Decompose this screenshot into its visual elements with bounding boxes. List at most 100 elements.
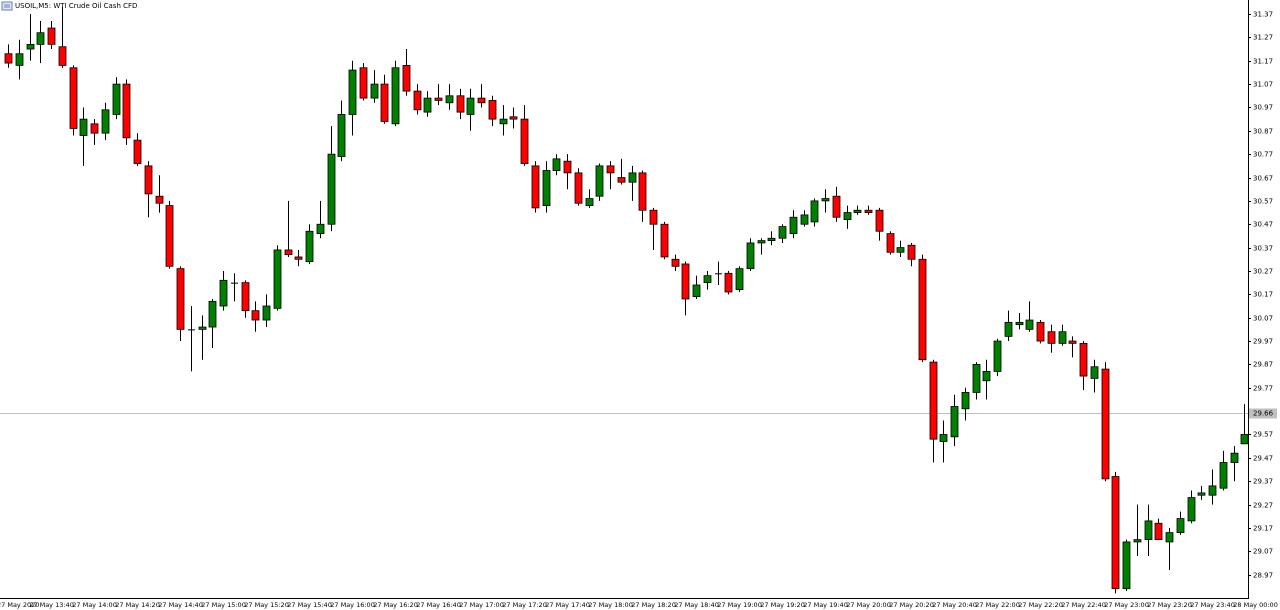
candle-body <box>757 240 766 244</box>
x-tick-label: 27 May 22:00 <box>975 601 1020 609</box>
x-tick-label: 27 May 23:00 <box>1104 601 1149 609</box>
candle-body <box>832 195 841 218</box>
candle-body <box>466 97 475 115</box>
candle-body <box>703 275 712 284</box>
candle-body <box>327 153 336 225</box>
candle-body <box>681 263 690 300</box>
candle <box>1240 404 1249 445</box>
candle <box>251 301 260 332</box>
candle <box>681 261 690 316</box>
candle-body <box>724 272 733 293</box>
candle <box>1111 471 1120 594</box>
y-tick-label: 30.37 <box>1253 245 1273 253</box>
x-tick-label: 27 May 17:00 <box>459 601 504 609</box>
candle <box>1219 450 1228 491</box>
candle-body <box>176 268 185 330</box>
candle <box>231 273 238 302</box>
candle <box>509 107 518 129</box>
x-tick-label: 27 May 17:40 <box>545 601 590 609</box>
y-tick-label: 30.07 <box>1253 315 1273 323</box>
candle-body <box>231 282 238 284</box>
x-tick-label: 27 May 20:20 <box>889 601 934 609</box>
candle-body <box>47 27 56 45</box>
y-tick-label: 29.97 <box>1253 338 1273 346</box>
candle-body <box>316 223 325 234</box>
candle <box>552 154 561 176</box>
current-price-label: 29.66 <box>1253 410 1274 418</box>
candle <box>875 207 884 241</box>
candle-body <box>284 249 293 256</box>
candle-body <box>735 268 744 291</box>
candle-body <box>262 305 271 321</box>
y-tick-label: 30.57 <box>1253 198 1273 206</box>
x-tick-label: 27 May 20:00 <box>846 601 891 609</box>
candle <box>1004 310 1013 342</box>
candle-body <box>595 165 604 197</box>
candle <box>488 95 497 127</box>
candle <box>1090 359 1099 393</box>
candle <box>1079 341 1088 391</box>
x-tick-label: 27 May 19:40 <box>803 601 848 609</box>
candle <box>284 200 293 257</box>
x-tick-label: 27 May 14:00 <box>72 601 117 609</box>
candle <box>413 84 422 115</box>
y-tick-label: 28.97 <box>1253 572 1273 580</box>
candle <box>907 242 916 267</box>
candle-body <box>606 165 615 174</box>
candle-body <box>488 100 497 120</box>
candle <box>4 44 13 68</box>
x-tick-label: 27 May 15:00 <box>201 601 246 609</box>
x-tick-label: 27 May 23:40 <box>1190 601 1235 609</box>
candle-body <box>1208 485 1217 496</box>
y-tick-label: 29.77 <box>1253 385 1273 393</box>
x-tick-label: 27 May 14:20 <box>115 601 160 609</box>
x-tick-label: 27 May 18:40 <box>674 601 719 609</box>
candle <box>208 299 217 349</box>
candle-body <box>810 200 819 223</box>
x-tick-label: 27 May 15:20 <box>244 601 289 609</box>
candle-body <box>1058 331 1067 344</box>
candle-body <box>359 67 368 99</box>
candle <box>466 88 475 131</box>
candle-body <box>542 170 551 206</box>
candle <box>188 306 195 372</box>
candle-body <box>208 300 217 328</box>
candle <box>90 119 99 145</box>
candle <box>337 100 346 162</box>
candle <box>778 224 787 243</box>
candle-body <box>853 209 862 213</box>
candle-body <box>671 258 680 267</box>
x-tick-label: 27 May 17:20 <box>502 601 547 609</box>
candle <box>47 21 56 50</box>
candle <box>606 161 615 190</box>
candle-body <box>875 209 884 232</box>
candle <box>1025 301 1034 332</box>
candle-body <box>241 282 250 312</box>
candle-body <box>907 244 916 260</box>
y-tick-label: 31.07 <box>1253 81 1273 89</box>
y-tick-label: 29.47 <box>1253 455 1273 463</box>
x-tick-label: 27 May 16:40 <box>416 601 461 609</box>
candle <box>692 275 701 299</box>
candle-body <box>993 340 1002 372</box>
y-tick-label: 30.47 <box>1253 221 1273 229</box>
candle-body <box>26 43 35 50</box>
candle-body <box>638 172 647 211</box>
candle <box>800 210 809 227</box>
candle <box>262 294 271 328</box>
candle-body <box>380 83 389 122</box>
candle-body <box>69 67 78 129</box>
candle <box>456 88 465 120</box>
candle <box>896 240 905 257</box>
candle <box>1154 518 1163 541</box>
candle-body <box>348 69 357 115</box>
candle-body <box>413 90 422 111</box>
candle-body <box>58 46 67 66</box>
candle-body <box>789 216 798 234</box>
x-tick-label: 28 May 00:00 <box>1233 601 1278 609</box>
candle <box>15 39 24 80</box>
y-tick-label: 31.17 <box>1253 58 1273 66</box>
x-tick-label: 27 May 16:20 <box>373 601 418 609</box>
